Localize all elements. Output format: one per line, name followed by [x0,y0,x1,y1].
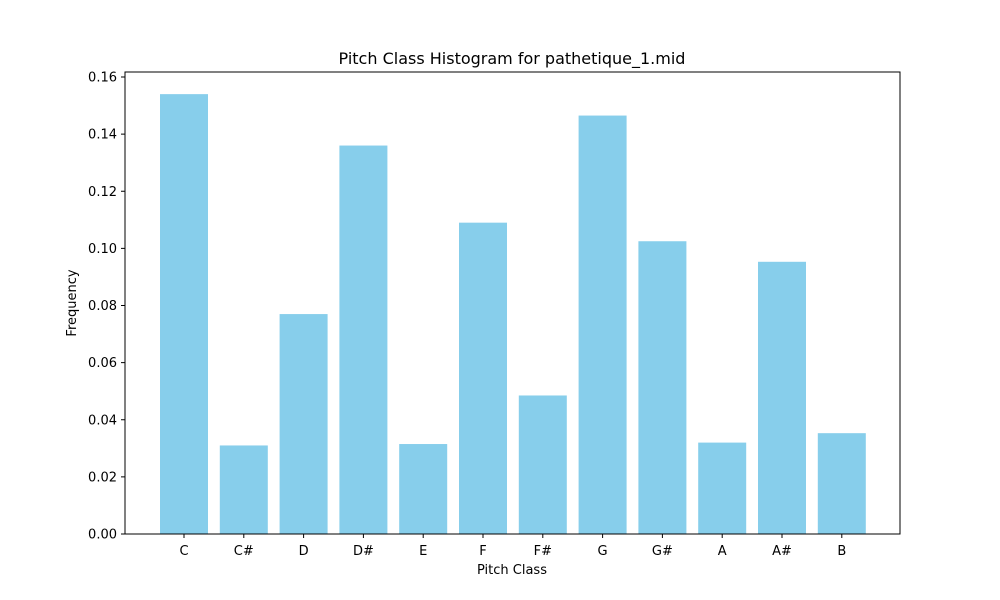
plot-frame [124,71,901,535]
bar-g [578,115,627,534]
x-tick-label: G# [652,544,673,559]
bar-d-sharp [339,145,388,535]
y-tick-label: 0.16 [88,71,117,86]
chart-title: Pitch Class Histogram for pathetique_1.m… [339,49,686,69]
y-axis-label: Frequency [65,269,80,336]
x-tick-label: E [419,544,427,559]
x-tick-label: A# [772,544,792,559]
y-tick-label: 0.10 [88,242,117,257]
x-tick-label: A [718,544,727,559]
y-tick-label: 0.00 [88,528,117,543]
bar-e [399,444,448,534]
bar-c-sharp [219,445,268,534]
y-tick-label: 0.04 [88,413,117,428]
bar-c [160,94,208,534]
y-tick-label: 0.12 [88,185,117,200]
bar-d [279,314,328,534]
x-axis-label: Pitch Class [477,563,547,578]
y-axis-ticks: 0.00 0.02 0.04 0.06 0.08 0.10 0.12 0.14 0.16 [88,71,125,543]
x-tick-label: G [598,544,608,559]
x-tick-label: B [837,544,846,559]
bar-a [698,442,747,534]
y-tick-label: 0.02 [88,470,117,485]
y-tick-label: 0.06 [88,356,117,371]
bar-f [459,222,507,534]
y-tick-label: 0.08 [88,299,117,314]
y-tick-label: 0.14 [88,128,117,143]
bars-group [160,94,866,535]
x-tick-label: F# [534,544,552,559]
x-axis-ticks: C C# D D# E F F# G G# A A# B [179,534,846,559]
bar-g-sharp [638,241,687,534]
bar-a-sharp [758,261,806,534]
x-tick-label: D [299,544,309,559]
x-tick-label: C# [234,544,254,559]
x-tick-label: F [479,544,486,559]
bar-f-sharp [518,395,567,534]
bar-b [817,433,866,534]
x-tick-label: C [179,544,188,559]
x-tick-label: D# [353,544,374,559]
